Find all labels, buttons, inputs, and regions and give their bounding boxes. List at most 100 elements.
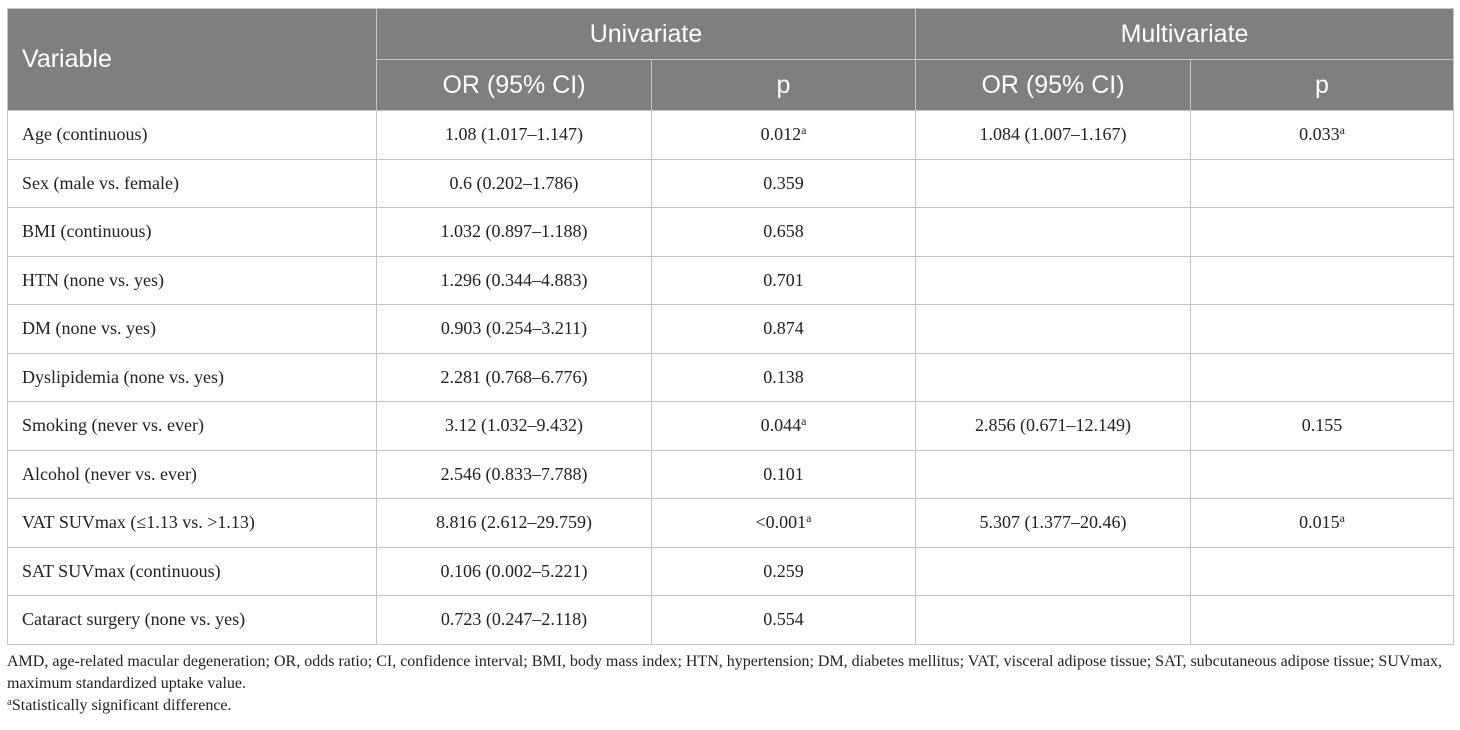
cell-multi-or: 1.084 (1.007–1.167): [915, 110, 1191, 160]
table-row: Dyslipidemia (none vs. yes) 2.281 (0.768–…: [7, 352, 1455, 402]
cell-variable: Alcohol (never vs. ever): [7, 449, 377, 499]
cell-multi-or-text: 5.307 (1.377–20.46): [979, 512, 1127, 533]
cell-multi-or: [915, 352, 1191, 402]
significance-marker: a: [801, 414, 807, 429]
cell-multi-or: [915, 207, 1191, 257]
cell-uni-or-text: 1.08 (1.017–1.147): [445, 124, 583, 145]
cell-uni-or: 1.08 (1.017–1.147): [376, 110, 652, 160]
cell-multi-p: [1189, 304, 1455, 354]
cell-variable: Age (continuous): [7, 110, 377, 160]
header-multivariate: Multivariate: [914, 8, 1455, 60]
table-footnotes: AMD, age-related macular degeneration; O…: [7, 651, 1453, 717]
cell-uni-p: 0.701: [651, 255, 916, 305]
cell-uni-p-text: 0.874: [763, 318, 804, 339]
cell-uni-or: 2.281 (0.768–6.776): [376, 352, 652, 402]
cell-uni-or: 0.723 (0.247–2.118): [376, 595, 652, 645]
cell-uni-p-text: 0.554: [763, 609, 804, 630]
cell-uni-or-text: 8.816 (2.612–29.759): [436, 512, 592, 533]
cell-variable: SAT SUVmax (continuous): [7, 546, 377, 596]
significance-marker: a: [1339, 123, 1345, 138]
cell-multi-p: [1189, 255, 1455, 305]
cell-uni-or: 1.032 (0.897–1.188): [376, 207, 652, 257]
header-univariate: Univariate: [376, 8, 916, 60]
cell-uni-p: 0.012a: [651, 110, 916, 160]
cell-multi-or: [915, 255, 1191, 305]
cell-variable-text: Alcohol (never vs. ever): [22, 463, 197, 484]
table-row: Alcohol (never vs. ever) 2.546 (0.833–7.7…: [7, 449, 1455, 499]
cell-variable: DM (none vs. yes): [7, 304, 377, 354]
abbreviations-note: AMD, age-related macular degeneration; O…: [7, 653, 1442, 692]
cell-variable-text: HTN (none vs. yes): [22, 269, 164, 290]
cell-variable-text: BMI (continuous): [22, 221, 152, 242]
cell-uni-p: 0.044a: [651, 401, 916, 451]
cell-variable-text: Age (continuous): [22, 124, 148, 145]
cell-multi-or: [915, 158, 1191, 208]
cell-multi-or: [915, 449, 1191, 499]
cell-uni-p-text: 0.138: [763, 366, 804, 387]
significance-marker: a: [801, 123, 807, 138]
cell-multi-p: [1189, 595, 1455, 645]
cell-multi-p: [1189, 449, 1455, 499]
significance-marker: a: [1339, 511, 1345, 526]
cell-uni-p-text: 0.101: [763, 463, 804, 484]
cell-multi-or: [915, 546, 1191, 596]
cell-uni-or-text: 2.281 (0.768–6.776): [440, 366, 588, 387]
cell-uni-p: 0.259: [651, 546, 916, 596]
cell-uni-or-text: 1.296 (0.344–4.883): [440, 269, 588, 290]
cell-uni-or: 0.6 (0.202–1.786): [376, 158, 652, 208]
cell-multi-or-text: 1.084 (1.007–1.167): [979, 124, 1127, 145]
cell-multi-p-text: 0.015: [1299, 512, 1340, 533]
cell-multi-p: [1189, 207, 1455, 257]
cell-uni-or: 0.106 (0.002–5.221): [376, 546, 652, 596]
cell-uni-or-text: 2.546 (0.833–7.788): [440, 463, 588, 484]
cell-uni-p: 0.554: [651, 595, 916, 645]
significance-note: aStatistically significant difference.: [7, 695, 1453, 717]
cell-uni-or: 0.903 (0.254–3.211): [376, 304, 652, 354]
significance-marker: a: [7, 696, 12, 708]
cell-multi-p: [1189, 158, 1455, 208]
cell-variable-text: SAT SUVmax (continuous): [22, 560, 221, 581]
cell-variable-text: Smoking (never vs. ever): [22, 415, 204, 436]
table-row: VAT SUVmax (≤1.13 vs. >1.13) 8.816 (2.612…: [7, 498, 1455, 548]
cell-uni-p-text: <0.001: [755, 512, 807, 533]
table-row: BMI (continuous) 1.032 (0.897–1.188) 0.658: [7, 207, 1455, 257]
cell-multi-p: [1189, 546, 1455, 596]
cell-uni-p: 0.874: [651, 304, 916, 354]
cell-multi-p-text: 0.155: [1301, 415, 1343, 436]
cell-variable-text: Dyslipidemia (none vs. yes): [22, 366, 224, 387]
cell-multi-or: 2.856 (0.671–12.149): [915, 401, 1191, 451]
cell-variable: Cataract surgery (none vs. yes): [7, 595, 377, 645]
cell-uni-or-text: 0.6 (0.202–1.786): [449, 172, 579, 193]
cell-uni-p-text: 0.701: [763, 269, 804, 290]
cell-variable: Dyslipidemia (none vs. yes): [7, 352, 377, 402]
cell-variable: Smoking (never vs. ever): [7, 401, 377, 451]
cell-uni-or-text: 0.723 (0.247–2.118): [440, 609, 588, 630]
table-row: Age (continuous) 1.08 (1.017–1.147) 0.012a…: [7, 110, 1455, 160]
cell-uni-or: 8.816 (2.612–29.759): [376, 498, 652, 548]
cell-uni-p-text: 0.658: [763, 221, 804, 242]
header-uni-p: p: [651, 59, 916, 111]
header-uni-or: OR (95% CI): [376, 59, 652, 111]
cell-uni-or-text: 3.12 (1.032–9.432): [445, 415, 583, 436]
cell-variable-text: Sex (male vs. female): [22, 172, 179, 193]
cell-uni-or-text: 1.032 (0.897–1.188): [440, 221, 588, 242]
table-row: DM (none vs. yes) 0.903 (0.254–3.211) 0.87…: [7, 304, 1455, 354]
table-row: Smoking (never vs. ever) 3.12 (1.032–9.43…: [7, 401, 1455, 451]
table-row: HTN (none vs. yes) 1.296 (0.344–4.883) 0.7…: [7, 255, 1455, 305]
cell-multi-p: 0.015a: [1189, 498, 1455, 548]
cell-uni-p: 0.359: [651, 158, 916, 208]
cell-multi-or: [915, 595, 1191, 645]
table-header: Variable Univariate Multivariate OR (95%…: [7, 8, 1455, 111]
cell-uni-p: <0.001a: [651, 498, 916, 548]
cell-uni-p: 0.658: [651, 207, 916, 257]
header-variable: Variable: [7, 8, 377, 111]
cell-variable: HTN (none vs. yes): [7, 255, 377, 305]
cell-multi-p: 0.033a: [1189, 110, 1455, 160]
cell-multi-or: [915, 304, 1191, 354]
cell-uni-or: 2.546 (0.833–7.788): [376, 449, 652, 499]
cell-uni-or-text: 0.903 (0.254–3.211): [440, 318, 588, 339]
cell-uni-p: 0.101: [651, 449, 916, 499]
cell-multi-p: [1189, 352, 1455, 402]
results-table: Variable Univariate Multivariate OR (95%…: [7, 8, 1455, 645]
cell-variable-text: DM (none vs. yes): [22, 318, 156, 339]
